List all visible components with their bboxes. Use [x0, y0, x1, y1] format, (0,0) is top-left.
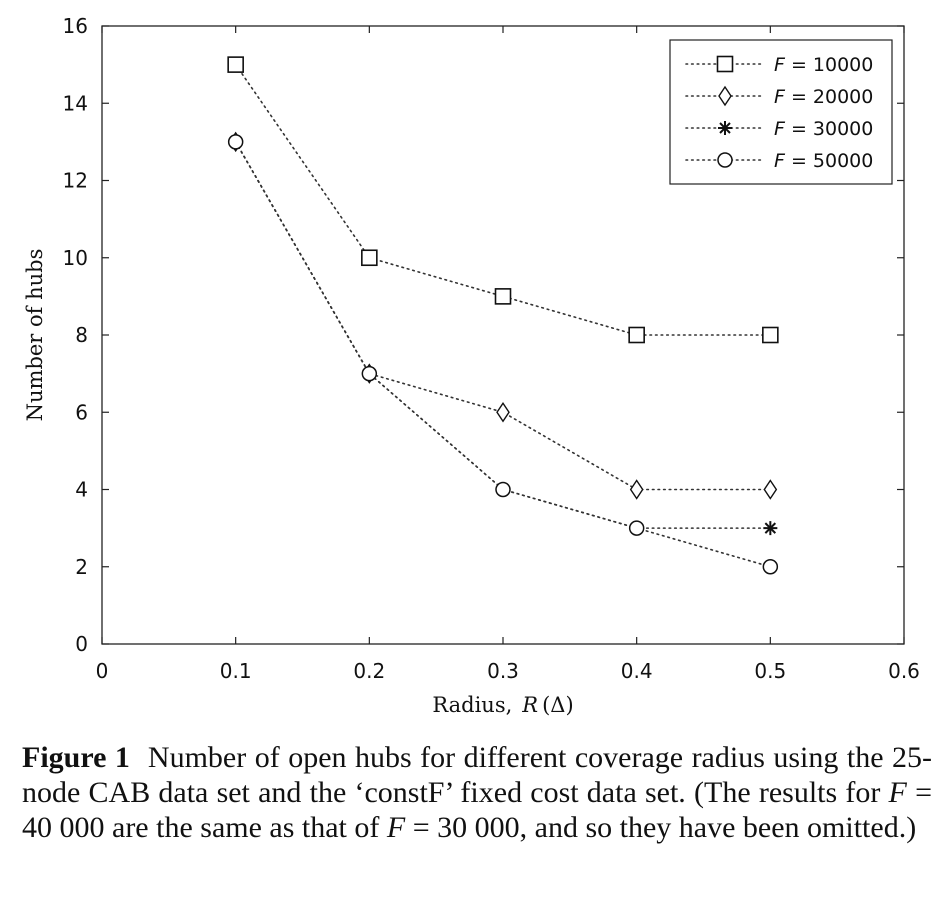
- legend-marker-square: [716, 55, 734, 73]
- y-tick-label: 0: [75, 632, 88, 656]
- y-tick-label: 4: [75, 478, 88, 502]
- legend-value: = 20000: [791, 86, 873, 108]
- data-point-diamond: [763, 479, 778, 500]
- legend-item: F = 50000: [685, 150, 873, 172]
- caption-value-2: = 30 000, and so they have been omitted.…: [405, 811, 917, 844]
- x-axis-label-unit: (Δ): [542, 693, 574, 717]
- y-tick-label: 14: [63, 91, 88, 115]
- data-point-diamond: [629, 479, 644, 500]
- axis-ticks: 0 0.1 0.2 0.3 0.4 0.5 0.6 0 2 4 6 8 10 12 14 16: [63, 14, 920, 683]
- caption-var-2: F: [386, 811, 406, 844]
- x-axis-label: Radius, R (Δ): [432, 693, 573, 717]
- data-point-circle: [227, 134, 244, 150]
- series-1-markers: [227, 56, 779, 344]
- data-point-square: [628, 326, 645, 344]
- series-line-2: [234, 141, 772, 491]
- data-point-square: [227, 56, 244, 73]
- legend-item: F = 30000: [685, 118, 873, 140]
- caption-var-1: F: [888, 776, 907, 809]
- x-axis-label-text: Radius,: [432, 693, 512, 717]
- legend-item: F = 20000: [685, 85, 873, 108]
- y-tick-label: 10: [63, 246, 88, 270]
- caption-text-1: Number of open hubs for different covera…: [22, 741, 932, 809]
- legend-marker-star: [718, 121, 732, 135]
- data-point-square: [762, 326, 779, 344]
- series-line-1: [234, 63, 772, 336]
- x-tick-label: 0.2: [353, 659, 385, 683]
- legend-marker-diamond: [718, 85, 732, 107]
- legend-value: = 50000: [791, 150, 873, 172]
- data-point-diamond: [496, 401, 510, 423]
- data-point-circle: [628, 520, 645, 536]
- legend-item: F = 10000: [685, 54, 873, 76]
- data-point-square: [361, 249, 378, 267]
- legend-label: F = 30000: [774, 118, 873, 140]
- y-tick-label: 12: [63, 169, 88, 193]
- x-axis-label-var: R: [521, 693, 538, 717]
- legend-value: = 30000: [791, 118, 873, 140]
- x-tick-label: 0.4: [621, 659, 653, 683]
- y-axis-label: Number of hubs: [23, 249, 47, 422]
- x-tick-label: 0.1: [220, 659, 252, 683]
- data-point-star: [763, 521, 778, 536]
- y-tick-label: 2: [75, 555, 88, 579]
- legend-var: F: [774, 54, 786, 76]
- legend-var: F: [774, 118, 786, 140]
- legend-marker-circle: [717, 152, 733, 168]
- legend-label: F = 50000: [774, 150, 873, 172]
- legend-box: [669, 39, 893, 185]
- legend-var: F: [774, 86, 786, 108]
- legend-label: F = 10000: [774, 54, 873, 76]
- data-point-square: [494, 288, 512, 305]
- data-point-circle: [361, 365, 378, 382]
- legend-value: = 10000: [791, 54, 873, 76]
- legend-var: F: [774, 150, 786, 172]
- data-point-circle: [762, 559, 779, 575]
- series-4-markers: [227, 134, 779, 575]
- x-tick-label: 0.6: [888, 659, 920, 683]
- figure-caption: Figure 1 Number of open hubs for differen…: [22, 740, 932, 845]
- x-tick-label: 0.3: [487, 659, 519, 683]
- caption-value-1: = 40 000 are the same as that of: [22, 776, 932, 844]
- data-point-circle: [495, 481, 511, 498]
- series-markers: [227, 56, 779, 575]
- y-tick-label: 16: [63, 14, 88, 38]
- x-tick-label: 0.5: [754, 659, 786, 683]
- y-tick-label: 6: [75, 400, 88, 424]
- x-tick-label: 0: [96, 659, 109, 683]
- caption-label: Figure 1: [22, 741, 130, 774]
- y-tick-label: 8: [75, 323, 88, 347]
- line-chart: 0 0.1 0.2 0.3 0.4 0.5 0.6 0 2 4 6 8 10 12 14 16 Number …: [23, 14, 920, 717]
- legend-label: F = 20000: [774, 86, 873, 108]
